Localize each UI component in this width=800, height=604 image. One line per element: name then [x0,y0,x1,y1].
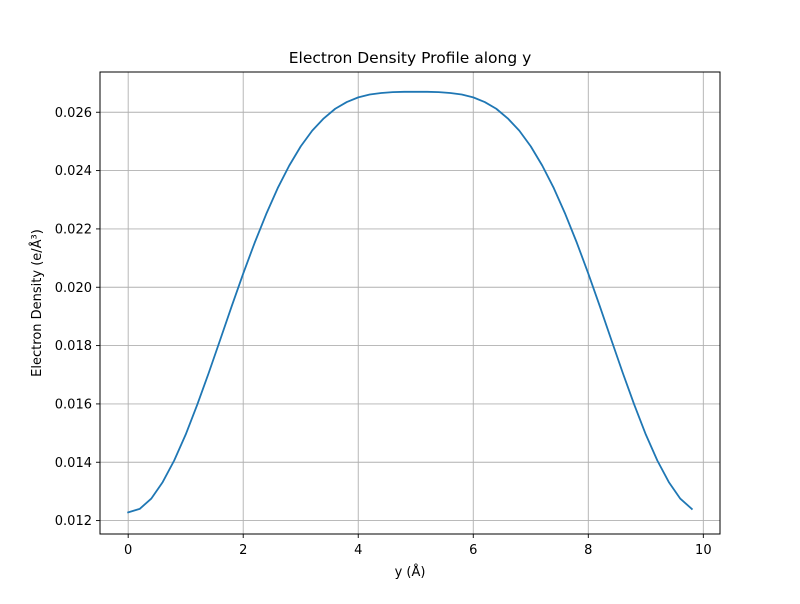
y-tick-label: 0.024 [55,164,92,179]
y-tick-label: 0.026 [55,106,92,121]
x-axis-label: y (Å) [395,564,426,580]
plot-frame [99,71,721,535]
y-tick-label: 0.012 [55,514,92,529]
chart-title: Electron Density Profile along y [289,49,532,67]
y-axis-label: Electron Density (e/Å³) [29,229,45,377]
y-tick-label: 0.016 [55,397,92,412]
x-tick-label: 2 [239,543,247,558]
y-tick-label: 0.014 [55,456,92,471]
x-tick-label: 10 [695,543,712,558]
x-tick-label: 6 [469,543,477,558]
ticks-layer: 0 2 4 6 8 10 0.012 0.014 0.016 0.018 0.020 0.022 0.0… [55,106,712,558]
series-layer [127,90,694,514]
x-tick-label: 8 [584,543,592,558]
x-tick-label: 4 [354,543,362,558]
y-tick-label: 0.018 [55,339,92,354]
grid-lines [100,72,720,534]
x-tick-label: 0 [124,543,132,558]
y-tick-label: 0.020 [55,281,92,296]
series-line [127,90,694,514]
y-tick-label: 0.022 [55,222,92,237]
